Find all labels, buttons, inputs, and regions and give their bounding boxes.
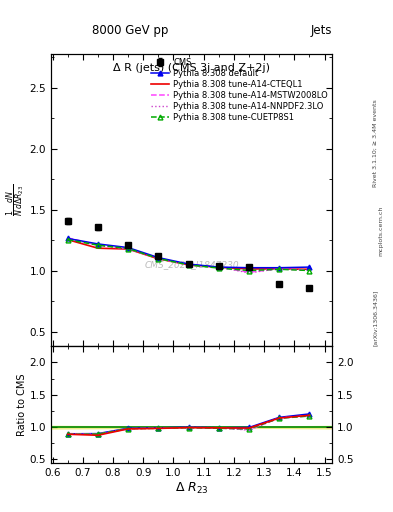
Y-axis label: $\frac{1}{N}\frac{dN}{d\Delta R_{23}}$: $\frac{1}{N}\frac{dN}{d\Delta R_{23}}$ [4, 184, 27, 216]
Pythia 8.308 tune-CUETP8S1 [186, 262, 191, 268]
Text: Δ R (jets) (CMS 3j and Z+2j): Δ R (jets) (CMS 3j and Z+2j) [113, 62, 270, 73]
Pythia 8.308 default [217, 264, 221, 270]
Pythia 8.308 tune-A14-NNPDF2.3LO [186, 262, 191, 268]
Pythia 8.308 tune-A14-CTEQL1 [126, 246, 130, 252]
Text: mcplots.cern.ch: mcplots.cern.ch [379, 205, 384, 255]
Pythia 8.308 tune-A14-NNPDF2.3LO [156, 255, 161, 262]
Pythia 8.308 tune-CUETP8S1 [95, 242, 100, 248]
Pythia 8.308 tune-A14-NNPDF2.3LO [277, 266, 281, 272]
Line: Pythia 8.308 tune-A14-MSTW2008LO: Pythia 8.308 tune-A14-MSTW2008LO [68, 238, 309, 272]
Line: Pythia 8.308 tune-A14-NNPDF2.3LO: Pythia 8.308 tune-A14-NNPDF2.3LO [68, 239, 309, 273]
Pythia 8.308 tune-A14-MSTW2008LO [217, 264, 221, 270]
Pythia 8.308 tune-CUETP8S1 [217, 265, 221, 271]
Pythia 8.308 tune-CUETP8S1 [277, 266, 281, 272]
Pythia 8.308 tune-A14-NNPDF2.3LO [65, 236, 70, 242]
Text: [arXiv:1306.3436]: [arXiv:1306.3436] [373, 289, 378, 346]
Pythia 8.308 default [95, 241, 100, 247]
Line: Pythia 8.308 default: Pythia 8.308 default [65, 236, 312, 270]
Line: Pythia 8.308 tune-CUETP8S1: Pythia 8.308 tune-CUETP8S1 [65, 237, 312, 273]
X-axis label: $\Delta\ R_{23}$: $\Delta\ R_{23}$ [175, 481, 208, 496]
Pythia 8.308 tune-A14-CTEQL1 [247, 266, 252, 272]
Pythia 8.308 tune-CUETP8S1 [65, 237, 70, 243]
Pythia 8.308 tune-A14-MSTW2008LO [247, 269, 252, 275]
Pythia 8.308 tune-CUETP8S1 [156, 255, 161, 262]
Pythia 8.308 tune-A14-MSTW2008LO [156, 255, 161, 262]
Pythia 8.308 tune-A14-MSTW2008LO [277, 266, 281, 272]
Pythia 8.308 default [126, 245, 130, 251]
Pythia 8.308 tune-A14-NNPDF2.3LO [307, 267, 312, 273]
Pythia 8.308 tune-A14-MSTW2008LO [307, 267, 312, 273]
Pythia 8.308 default [307, 264, 312, 270]
Pythia 8.308 tune-CUETP8S1 [126, 245, 130, 251]
Text: 8000 GeV pp: 8000 GeV pp [92, 24, 168, 37]
Pythia 8.308 tune-A14-NNPDF2.3LO [95, 242, 100, 248]
Pythia 8.308 default [65, 236, 70, 242]
Text: CMS_2021_I1847230: CMS_2021_I1847230 [144, 260, 239, 269]
Pythia 8.308 tune-A14-MSTW2008LO [65, 235, 70, 241]
Line: Pythia 8.308 tune-A14-CTEQL1: Pythia 8.308 tune-A14-CTEQL1 [68, 240, 309, 269]
Pythia 8.308 tune-A14-NNPDF2.3LO [217, 264, 221, 270]
Pythia 8.308 tune-CUETP8S1 [247, 267, 252, 273]
Legend: CMS, Pythia 8.308 default, Pythia 8.308 tune-A14-CTEQL1, Pythia 8.308 tune-A14-M: CMS, Pythia 8.308 default, Pythia 8.308 … [149, 56, 330, 124]
Pythia 8.308 tune-A14-CTEQL1 [156, 255, 161, 262]
Pythia 8.308 default [186, 261, 191, 267]
Pythia 8.308 tune-A14-MSTW2008LO [186, 262, 191, 268]
Pythia 8.308 tune-A14-MSTW2008LO [126, 245, 130, 251]
Pythia 8.308 tune-A14-CTEQL1 [277, 266, 281, 272]
Text: Rivet 3.1.10; ≥ 3.4M events: Rivet 3.1.10; ≥ 3.4M events [373, 99, 378, 187]
Pythia 8.308 default [277, 265, 281, 271]
Pythia 8.308 tune-A14-MSTW2008LO [95, 242, 100, 248]
Pythia 8.308 tune-A14-CTEQL1 [307, 266, 312, 272]
Pythia 8.308 default [156, 254, 161, 261]
Pythia 8.308 tune-CUETP8S1 [307, 267, 312, 273]
Pythia 8.308 tune-A14-CTEQL1 [65, 237, 70, 243]
Pythia 8.308 tune-A14-CTEQL1 [95, 245, 100, 251]
Pythia 8.308 tune-A14-CTEQL1 [217, 264, 221, 270]
Pythia 8.308 tune-A14-NNPDF2.3LO [126, 246, 130, 252]
Pythia 8.308 default [247, 265, 252, 271]
Text: Jets: Jets [310, 24, 332, 37]
Pythia 8.308 tune-A14-NNPDF2.3LO [247, 270, 252, 276]
Y-axis label: Ratio to CMS: Ratio to CMS [17, 374, 27, 436]
Pythia 8.308 tune-A14-CTEQL1 [186, 262, 191, 268]
